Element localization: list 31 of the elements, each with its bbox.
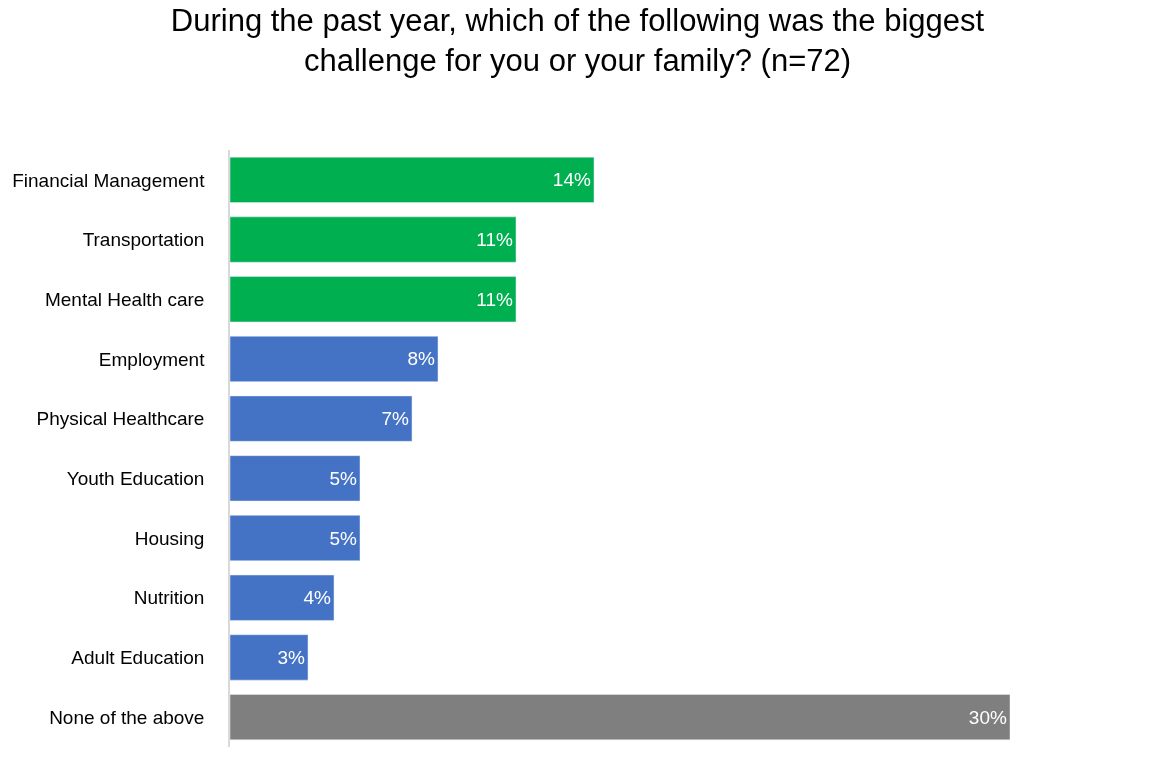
y-tick-label: Youth Education: [66, 468, 205, 489]
y-tick-label: Housing: [134, 527, 205, 549]
data-label: 7%: [381, 408, 409, 430]
bar: [230, 336, 439, 382]
data-label: 5%: [329, 527, 357, 549]
bar: [230, 455, 361, 502]
y-tick-label: Physical Healthcare: [36, 408, 205, 430]
y-tick-label: None of the above: [49, 706, 205, 728]
bar: [230, 515, 361, 561]
y-tick-label: Mental Health care: [44, 288, 205, 310]
y-tick-label: Nutrition: [133, 587, 205, 609]
bar: [230, 276, 517, 323]
bar: [230, 634, 309, 681]
y-tick-label: Transportation: [82, 229, 205, 251]
data-label: 3%: [277, 646, 305, 668]
bar: [230, 156, 595, 203]
data-label: 30%: [968, 706, 1007, 728]
data-label: 11%: [476, 229, 513, 251]
y-tick-label: Financial Management: [12, 169, 206, 191]
data-label: 14%: [552, 169, 591, 191]
bar: [230, 216, 517, 263]
y-tick-label: Employment: [98, 348, 206, 370]
data-label: 4%: [303, 587, 331, 609]
chart-title: During the past year, which of the following was the biggest challenge for you or your family? (n=72): [170, 2, 985, 79]
bar: [230, 574, 335, 621]
bar: [230, 395, 413, 442]
bar: [230, 694, 1010, 741]
y-tick-label: Adult Education: [71, 647, 205, 669]
data-label: 8%: [407, 348, 435, 370]
data-label: 5%: [329, 467, 357, 489]
data-label: 11%: [476, 288, 513, 310]
